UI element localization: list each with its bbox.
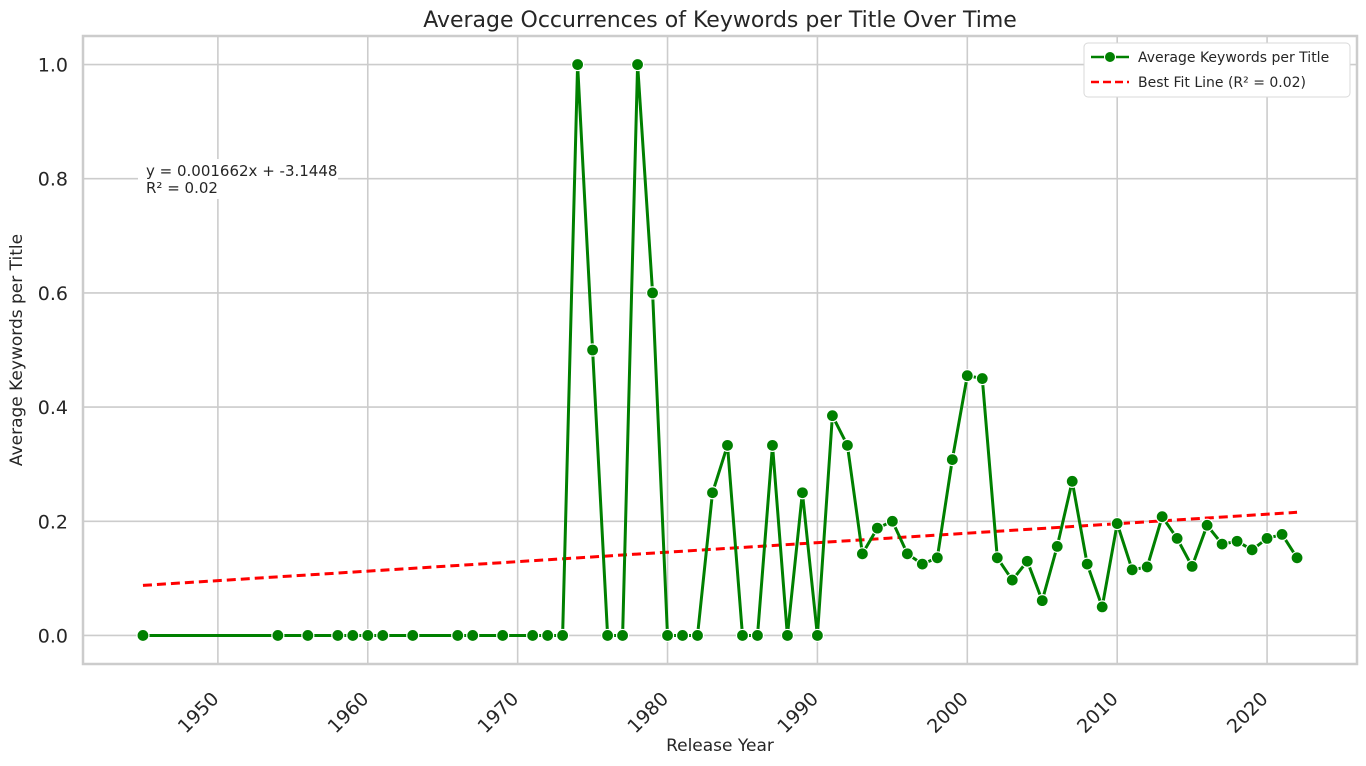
data-point: [301, 628, 315, 643]
data-point: [1170, 531, 1184, 546]
data-point: [615, 628, 630, 643]
data-point: [735, 628, 750, 643]
data-point: [870, 521, 884, 535]
plot-background: [83, 36, 1357, 664]
data-point: [1020, 554, 1034, 568]
data-point: [945, 453, 959, 467]
data-point: [1095, 600, 1109, 614]
legend-label-average: Average Keywords per Title: [1138, 50, 1329, 66]
x-tick-label: 1970: [473, 688, 523, 738]
data-point: [571, 57, 585, 72]
data-point: [1035, 594, 1049, 608]
x-tick-label: 2000: [923, 688, 973, 738]
data-point: [885, 514, 899, 528]
y-tick-labels: 0.0 0.2 0.4 0.6 0.8 1.0: [38, 55, 68, 648]
y-tick-label: 0.8: [38, 169, 68, 191]
data-point: [466, 628, 480, 643]
data-point: [585, 343, 600, 357]
best-fit-line: [142, 510, 1298, 587]
data-point: [720, 438, 735, 452]
data-point: [556, 628, 570, 643]
chart-title: Average Occurrences of Keywords per Titl…: [423, 8, 1017, 33]
data-point: [1200, 518, 1214, 532]
data-point: [526, 628, 540, 643]
x-tick-label: 1980: [623, 688, 673, 738]
y-tick-label: 1.0: [38, 55, 68, 77]
data-point: [900, 547, 914, 561]
data-point: [1050, 539, 1064, 553]
data-point: [1065, 474, 1079, 488]
data-point: [361, 628, 375, 643]
data-point: [1125, 563, 1139, 577]
y-tick-label: 0.6: [38, 283, 68, 305]
grid-lines: [83, 36, 1357, 664]
data-point: [750, 628, 765, 643]
data-point: [1155, 510, 1169, 524]
data-point: [990, 551, 1004, 565]
equation-annotation: y = 0.001662x + -3.1448 R² = 0.02: [138, 159, 338, 199]
data-point: [825, 409, 840, 423]
data-point: [451, 628, 465, 643]
data-points-layer: [136, 57, 1304, 643]
data-point: [660, 628, 675, 643]
data-point: [705, 486, 720, 500]
legend: Average Keywords per Title Best Fit Line…: [1083, 42, 1351, 98]
data-point: [376, 628, 390, 643]
data-point: [1140, 560, 1154, 574]
data-point: [1005, 573, 1019, 587]
y-tick-label: 0.4: [38, 397, 68, 419]
y-tick-label: 0.2: [38, 511, 68, 533]
y-axis-title: Average Keywords per Title: [7, 234, 27, 466]
data-point: [271, 628, 285, 643]
data-point: [406, 628, 420, 643]
legend-swatch-green-marker: [1104, 51, 1116, 63]
data-point: [915, 557, 929, 571]
x-tick-label: 2020: [1223, 688, 1273, 738]
data-point: [645, 286, 660, 300]
data-point: [600, 628, 615, 643]
data-point: [780, 628, 795, 643]
data-point: [795, 486, 810, 500]
equation-line: y = 0.001662x + -3.1448: [146, 162, 337, 180]
x-tick-label: 1960: [324, 688, 374, 738]
x-tick-label: 1990: [773, 688, 823, 738]
y-tick-label: 0.0: [38, 625, 68, 647]
data-point: [541, 628, 555, 643]
data-point: [930, 551, 944, 565]
x-tick-label: 2010: [1073, 688, 1123, 738]
data-point: [630, 57, 645, 72]
data-point: [136, 628, 150, 643]
r-squared-line: R² = 0.02: [146, 179, 218, 197]
data-point: [1290, 551, 1304, 565]
equation-box: [138, 159, 338, 199]
data-point: [975, 371, 989, 386]
data-point: [496, 628, 510, 643]
data-point: [1080, 557, 1094, 571]
best-fit-line-layer: [142, 510, 1298, 587]
legend-label-best-fit: Best Fit Line (R² = 0.02): [1138, 75, 1306, 91]
data-point: [1260, 531, 1274, 546]
x-tick-labels: 1950 1960 1970 1980 1990 2000 2010 2020: [174, 688, 1273, 738]
x-tick-label: 1950: [174, 688, 224, 738]
plot-frame: [81, 34, 1359, 666]
legend-box: [1083, 42, 1351, 98]
data-point: [840, 438, 855, 452]
data-point: [1245, 543, 1259, 557]
data-point: [675, 628, 690, 643]
data-point: [331, 628, 345, 643]
data-point: [690, 628, 705, 643]
data-point: [1215, 537, 1229, 551]
data-point: [1110, 516, 1124, 531]
data-point: [765, 438, 780, 452]
data-point: [1185, 559, 1199, 573]
data-point: [960, 369, 974, 383]
data-point: [346, 628, 360, 643]
x-axis-title: Release Year: [666, 736, 774, 756]
data-point: [855, 547, 869, 561]
data-point: [1230, 534, 1244, 548]
data-point: [810, 628, 825, 643]
data-point: [1275, 527, 1289, 542]
